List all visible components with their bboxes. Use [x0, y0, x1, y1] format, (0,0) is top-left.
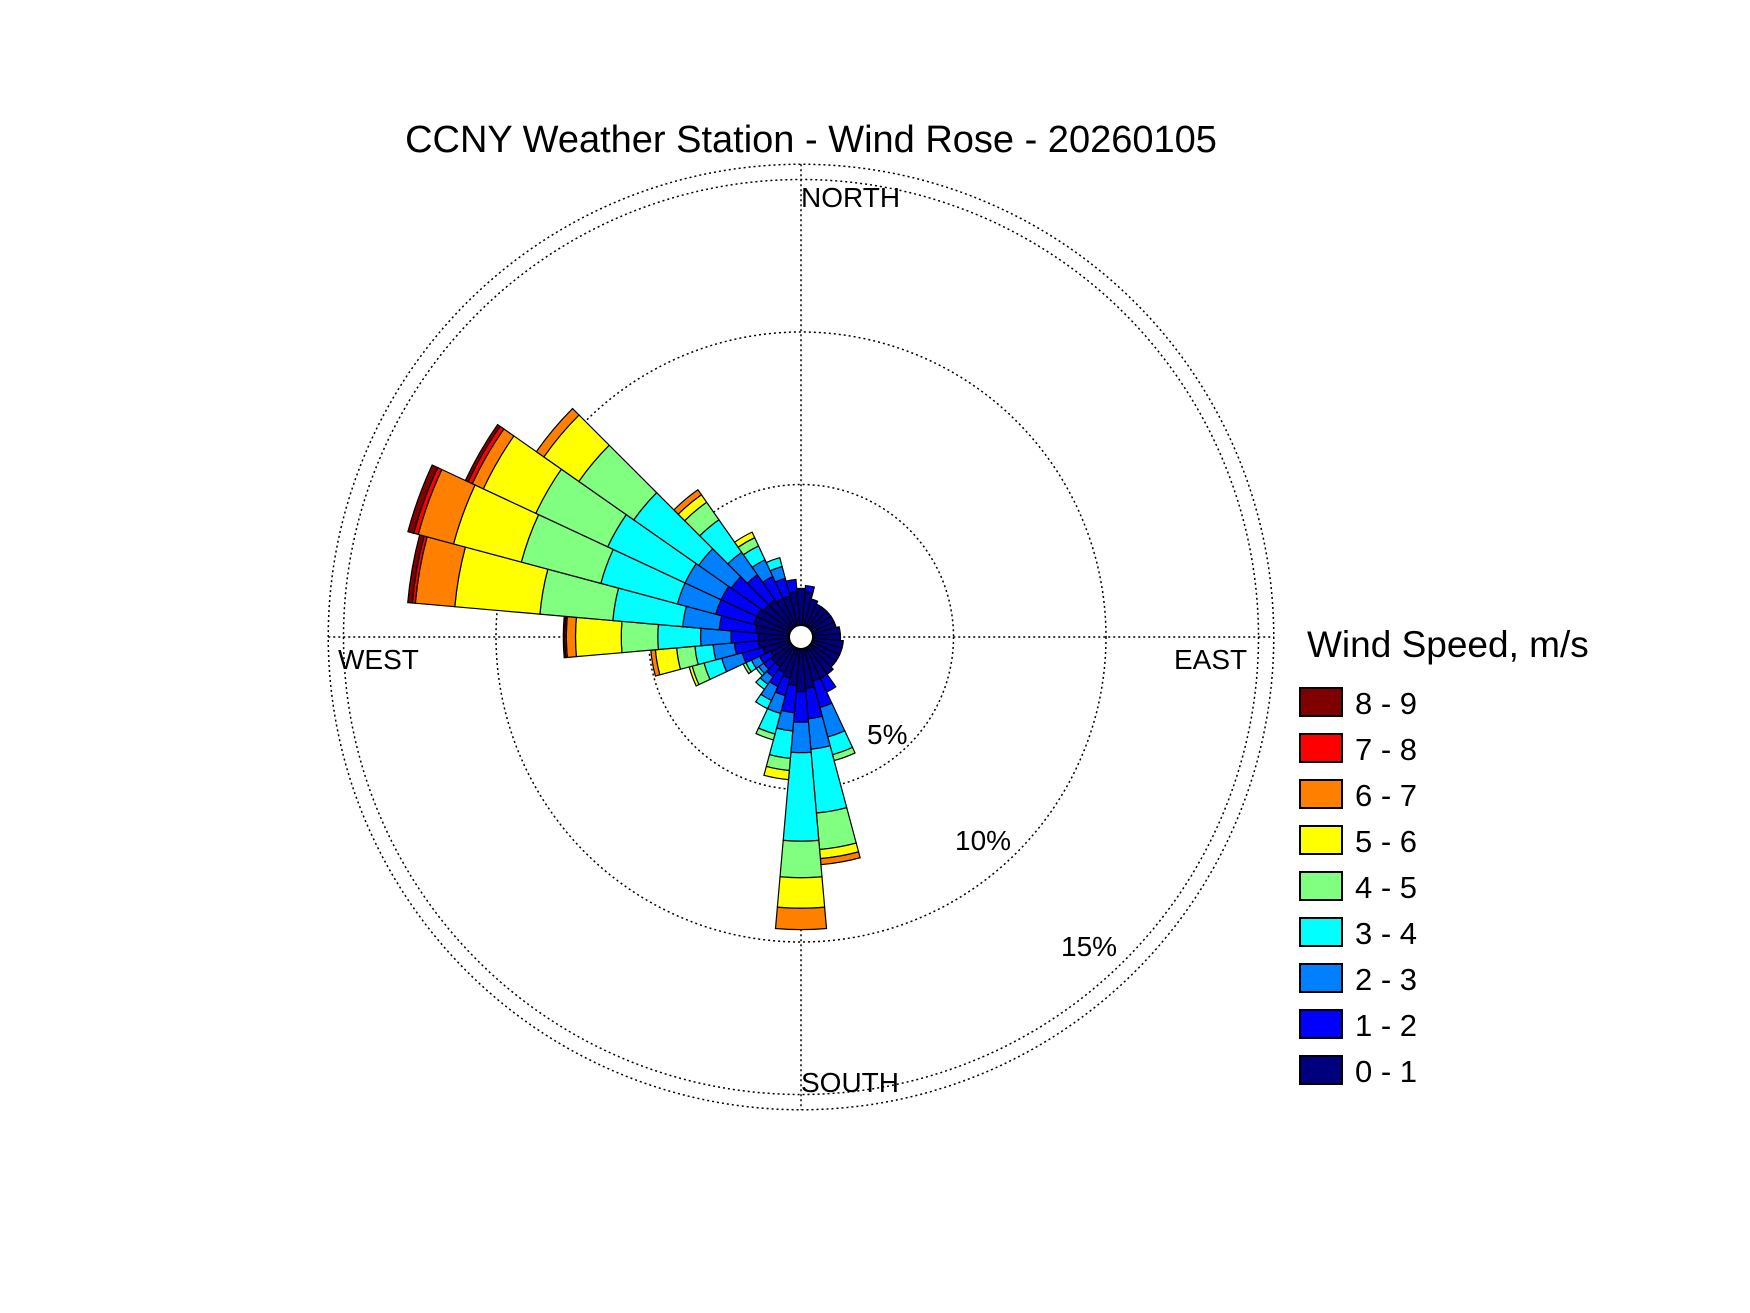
grid-circle-10: [495, 331, 1107, 943]
chart-title: CCNY Weather Station - Wind Rose - 20260…: [405, 119, 1217, 161]
sector-200-bin-4: [755, 727, 776, 741]
sector-170-bin-4: [815, 806, 857, 851]
legend-swatch-2: [1299, 963, 1343, 993]
sector-300-bin-8: [464, 423, 501, 483]
legend-swatch-5: [1299, 825, 1343, 855]
legend-swatch-6: [1299, 779, 1343, 809]
legend-swatch-1: [1299, 1009, 1343, 1039]
radial-label-10: 10%: [955, 825, 1011, 856]
legend-label-7: 7 - 8: [1355, 732, 1417, 767]
sector-180-bin-5: [776, 876, 826, 909]
legend-label-3: 3 - 4: [1355, 916, 1417, 951]
legend-swatch-4: [1299, 871, 1343, 901]
legend-swatch-7: [1299, 733, 1343, 763]
sector-270-bin-4: [620, 620, 660, 654]
sector-180-bin-6: [774, 906, 828, 931]
legend-label-5: 5 - 6: [1355, 824, 1417, 859]
sector-290-bin-8: [407, 464, 439, 534]
sector-180-bin-4: [779, 839, 823, 879]
calm-center: [788, 624, 814, 650]
sector-270-bin-6: [565, 615, 578, 659]
radial-label-5: 5%: [867, 719, 907, 750]
legend-swatch-8: [1299, 687, 1343, 717]
legend-label-8: 8 - 9: [1355, 686, 1417, 721]
direction-label-north: NORTH: [801, 182, 900, 213]
legend-label-6: 6 - 7: [1355, 778, 1417, 813]
polar-grid: [327, 163, 1275, 1111]
wind-sectors: [407, 407, 861, 931]
sector-180-bin-2: [790, 721, 812, 754]
sector-210-bin-3: [754, 693, 773, 710]
sector-330-bin-5: [733, 531, 756, 549]
direction-label-east: EAST: [1174, 644, 1247, 675]
direction-label-west: WEST: [338, 644, 419, 675]
legend: Wind Speed, m/s 8 - 9 7 - 8 6 - 7 5 - 6 4 - …: [1299, 624, 1589, 1089]
sector-350-bin-1: [785, 578, 798, 594]
sector-270-bin-8: [562, 615, 567, 659]
sector-340-bin-3: [765, 556, 783, 572]
sector-10-bin-1: [804, 584, 816, 594]
legend-title: Wind Speed, m/s: [1307, 624, 1589, 665]
sector-270-bin-5: [574, 616, 623, 658]
legend-label-0: 0 - 1: [1355, 1054, 1417, 1089]
legend-label-1: 1 - 2: [1355, 1008, 1417, 1043]
sector-190-bin-5: [763, 765, 790, 781]
sector-220-bin-3: [755, 676, 769, 691]
legend-swatch-0: [1299, 1055, 1343, 1085]
direction-label-south: SOUTH: [801, 1067, 899, 1098]
legend-label-4: 4 - 5: [1355, 870, 1417, 905]
sector-320-bin-6: [673, 488, 703, 516]
sector-310-bin-6: [535, 407, 580, 458]
legend-swatch-3: [1299, 917, 1343, 947]
legend-label-2: 2 - 3: [1355, 962, 1417, 997]
radial-label-15: 15%: [1061, 931, 1117, 962]
